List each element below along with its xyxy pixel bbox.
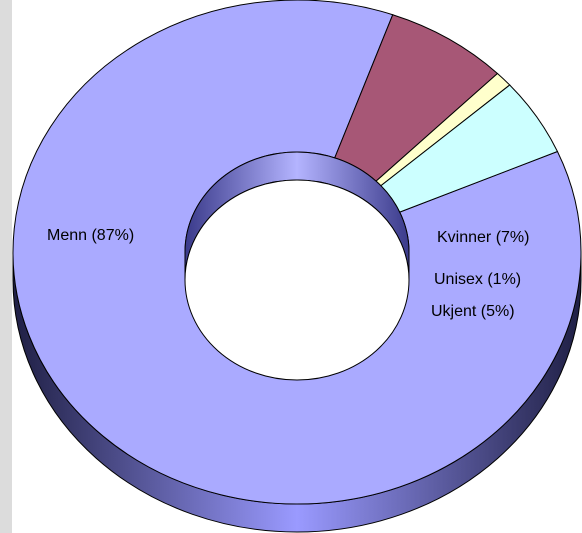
- hole-opening: [184, 179, 410, 381]
- slice-label-2: Unisex (1%): [434, 271, 521, 288]
- slice-label-1: Kvinner (7%): [437, 229, 529, 246]
- slice-label-3: Ukjent (5%): [431, 303, 515, 320]
- slice-labels: Menn (87%) Kvinner (7%) Unisex (1%) Ukjent …: [47, 227, 529, 320]
- slice-label-0: Menn (87%): [47, 227, 134, 244]
- left-gray-strip: [0, 0, 12, 533]
- donut-hole: [184, 151, 410, 381]
- donut-top-slices: [12, 0, 582, 505]
